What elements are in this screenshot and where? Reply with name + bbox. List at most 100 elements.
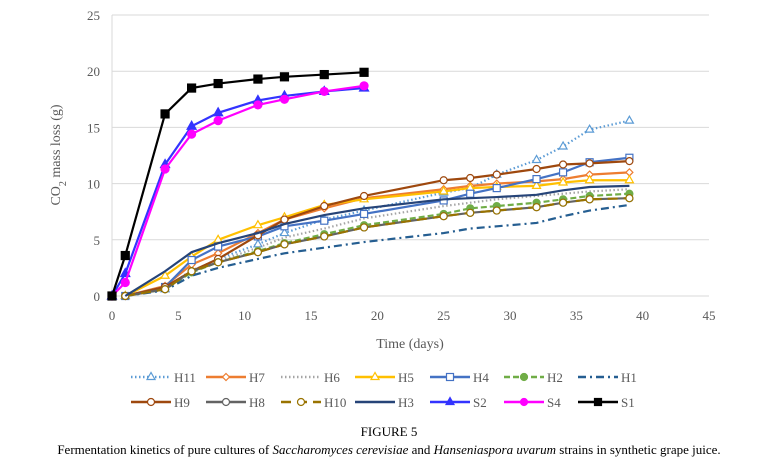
gridlines [112,14,709,297]
x-tick-label: 15 [305,308,318,323]
data-point-marker [359,223,369,232]
series-s1 [107,67,369,301]
y-axis-title: CO2 mass loss (g) [49,104,69,205]
data-point-marker [319,69,329,80]
data-point-marker [213,116,223,126]
data-point-marker [214,258,223,267]
data-point-marker [212,106,224,117]
legend-label: S4 [547,395,561,410]
data-point-marker [253,100,263,110]
data-point-marker [531,180,542,189]
axes: 0 5 10 15 20 25 0 5 10 15 20 25 30 35 40 45 [87,8,716,323]
series-line [125,188,630,298]
data-point-marker [253,74,263,84]
data-point-marker [187,129,197,139]
series-line [125,156,630,298]
legend-item-h5: H5 [355,370,414,385]
legend-item-s4: S4 [504,395,561,410]
x-tick-label: 30 [504,308,517,323]
data-point-marker [558,176,569,186]
data-point-marker [466,173,475,183]
legend-item-s2: S2 [430,395,487,410]
data-point-marker [320,232,329,241]
series-h3 [124,184,630,297]
y-tick-label: 15 [87,120,100,135]
legend-label: S2 [473,395,487,410]
series-s4 [107,81,369,301]
data-point-marker [296,397,306,407]
legend-label: H8 [249,395,265,410]
series-h1 [125,203,630,298]
legend-item-h4: H4 [430,370,489,385]
x-tick-label: 0 [109,308,116,323]
data-point-marker [439,212,448,221]
x-tick-label: 5 [175,308,182,323]
data-point-marker [279,227,290,237]
legend: H11 H7 H6 H5 H4 H2 H1 H9 H8 H10 H3 S2 S4 S1 [131,370,637,410]
data-point-marker [187,83,197,93]
data-point-marker [280,240,289,249]
series-line [111,84,365,297]
legend-label: H9 [174,395,190,410]
legend-item-h1: H1 [578,370,637,385]
x-tick-label: 45 [703,308,716,323]
series-h10 [121,194,634,301]
legend-item-h9: H9 [131,395,190,410]
series-h6 [125,188,630,298]
data-point-marker [531,154,542,164]
legend-label: H5 [398,370,414,385]
data-point-marker [186,120,198,130]
series-line [125,197,630,298]
data-point-marker [160,164,170,174]
data-point-marker [369,371,381,381]
x-tick-label: 40 [636,308,649,323]
data-point-marker [359,81,369,91]
legend-label: H3 [398,395,414,410]
x-tick-label: 10 [238,308,251,323]
data-point-marker [320,216,329,225]
data-point-marker [466,189,475,198]
legend-item-s1: S1 [578,395,635,410]
data-point-marker [492,183,501,193]
legend-item-h6: H6 [281,370,340,385]
data-point-marker [466,208,475,217]
data-point-marker [252,219,263,229]
series-h8 [121,194,634,301]
data-point-marker [438,185,449,195]
legend-label: H2 [547,370,563,385]
data-point-marker [444,396,456,406]
legend-item-h7: H7 [206,370,265,385]
legend-item-h2: H2 [504,370,563,385]
data-point-marker [359,67,369,77]
legend-item-h11: H11 [131,370,196,385]
y-tick-label: 0 [94,289,101,304]
data-point-marker [558,160,568,169]
data-point-marker [585,195,594,204]
data-point-marker [252,238,263,248]
y-tick-label: 25 [87,8,100,23]
data-point-marker [279,94,290,104]
data-point-marker [319,86,329,97]
data-point-marker [187,267,196,276]
series-line [125,197,630,298]
legend-label: H4 [473,370,489,385]
data-point-marker [624,114,635,124]
series-h7 [120,168,634,301]
data-point-marker [519,397,529,407]
data-point-marker [558,140,569,150]
series-h4 [121,153,634,301]
series-s2 [106,81,370,300]
series-line [125,203,630,298]
data-point-marker [558,198,568,207]
legend-label: S1 [621,395,635,410]
x-tick-label: 20 [371,308,384,323]
data-point-marker [221,372,231,382]
legend-label: H7 [249,370,265,385]
data-point-marker [107,291,117,301]
y-tick-label: 20 [87,64,100,79]
data-point-marker [160,270,171,279]
series-line [125,192,630,298]
series-line [124,184,630,297]
data-point-marker [279,72,290,82]
data-point-marker [519,372,529,382]
